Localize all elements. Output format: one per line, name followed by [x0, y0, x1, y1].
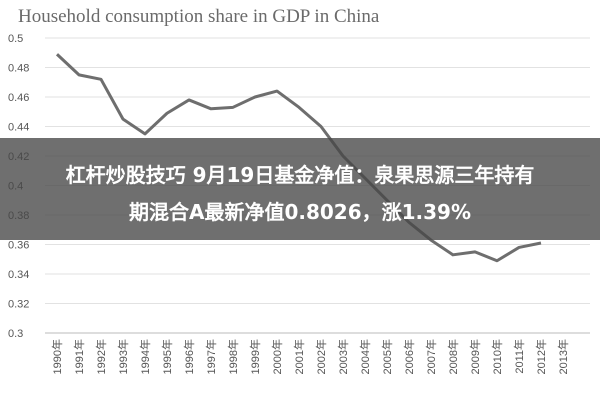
- x-tick-label: 2007年: [424, 339, 438, 374]
- x-tick-label: 2000年: [270, 339, 284, 374]
- x-tick-label: 1996年: [182, 339, 196, 374]
- y-tick-label: 0.32: [8, 299, 29, 311]
- y-tick-label: 0.5: [8, 33, 23, 45]
- x-tick-label: 2006年: [402, 339, 416, 374]
- x-tick-label: 1990年: [50, 339, 64, 374]
- banner-background: [0, 138, 600, 240]
- data-line: [55, 53, 542, 263]
- y-tick-label: 0.3: [8, 328, 23, 340]
- y-tick-label: 0.48: [8, 63, 29, 75]
- x-tick-label: 2009年: [468, 339, 482, 374]
- x-tick-label: 2012年: [534, 339, 548, 374]
- x-tick-label: 1995年: [160, 339, 174, 374]
- chart-title: Household consumption share in GDP in Ch…: [18, 6, 380, 27]
- x-tick-label: 1993年: [116, 339, 130, 374]
- x-tick-label: 2004年: [358, 339, 372, 374]
- banner-line: 杠杆炒股技巧 9月19日基金净值：泉果思源三年持有: [66, 163, 535, 187]
- x-tick-label: 2011年: [512, 339, 526, 374]
- y-tick-label: 0.34: [8, 269, 29, 281]
- x-tick-label: 1992年: [94, 339, 108, 374]
- x-tick-label: 1994年: [138, 339, 152, 374]
- x-tick-label: 2005年: [380, 339, 394, 374]
- x-tick-label: 2013年: [556, 339, 570, 374]
- x-tick-label: 2002年: [314, 339, 328, 374]
- x-tick-label: 1997年: [204, 339, 218, 374]
- y-tick-label: 0.36: [8, 240, 29, 252]
- x-tick-label: 2010年: [490, 339, 504, 374]
- x-tick-label: 1998年: [226, 339, 240, 374]
- x-tick-label: 2008年: [446, 339, 460, 374]
- x-tick-label: 1999年: [248, 339, 262, 374]
- x-tick-label: 2001年: [292, 339, 306, 374]
- banner-line: 期混合A最新净值0.8026，涨1.39%: [129, 200, 471, 224]
- y-tick-label: 0.44: [8, 122, 29, 134]
- x-tick-label: 2003年: [336, 339, 350, 374]
- y-tick-label: 0.46: [8, 92, 29, 104]
- x-tick-label: 1991年: [72, 339, 86, 374]
